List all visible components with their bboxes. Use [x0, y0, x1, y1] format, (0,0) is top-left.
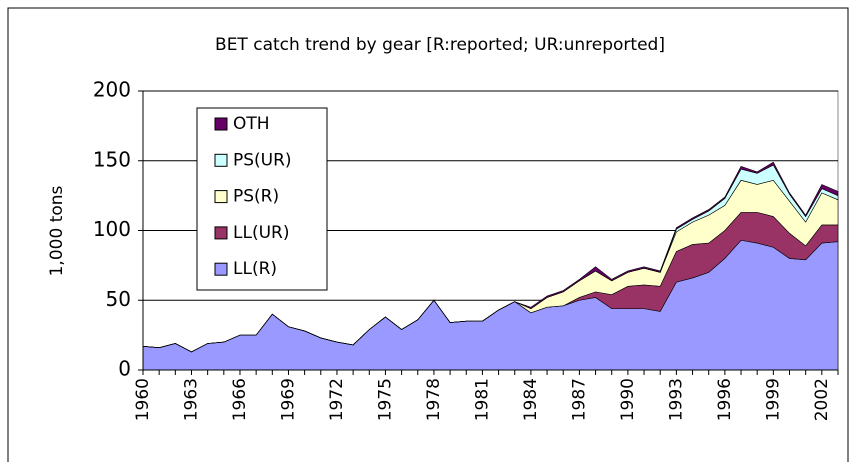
x-tick-label: 1963 [181, 378, 201, 421]
x-tick-label: 2002 [812, 378, 832, 421]
legend-swatch [214, 117, 228, 131]
area [142, 161, 839, 353]
legend-label: LL(UR) [233, 223, 289, 243]
y-tick-label: 50 [106, 287, 131, 311]
y-tick-label: 100 [93, 217, 131, 241]
x-tick-label: 1999 [763, 378, 783, 421]
x-tick-label: 1969 [278, 378, 298, 421]
legend-swatch [214, 262, 228, 276]
x-tick-label: 1993 [666, 378, 686, 421]
legend-swatch [214, 190, 228, 204]
x-tick-label: 1975 [375, 378, 395, 421]
y-axis-label: 1,000 tons [47, 185, 67, 276]
legend-label: PS(R) [233, 187, 279, 207]
legend-label: OTH [233, 114, 270, 134]
legend-label: PS(UR) [233, 150, 292, 170]
x-tick-label: 1984 [521, 378, 541, 421]
x-tick-label: 1960 [133, 378, 153, 421]
x-tick-label: 1996 [715, 378, 735, 421]
y-tick-label: 0 [118, 357, 131, 381]
legend-swatch [214, 226, 228, 240]
x-tick-label: 1990 [618, 378, 638, 421]
x-tick-label: 1978 [424, 378, 444, 421]
chart-title: BET catch trend by gear [R:reported; UR:… [215, 35, 665, 55]
legend-label: LL(R) [233, 259, 277, 279]
x-tick-label: 1987 [569, 378, 589, 421]
x-tick-label: 1981 [472, 378, 492, 421]
y-tick-label: 150 [93, 147, 131, 171]
y-tick-label: 200 [93, 78, 131, 102]
x-tick-label: 1966 [230, 378, 250, 421]
x-tick-label: 1972 [327, 378, 347, 421]
legend-swatch [214, 153, 228, 167]
